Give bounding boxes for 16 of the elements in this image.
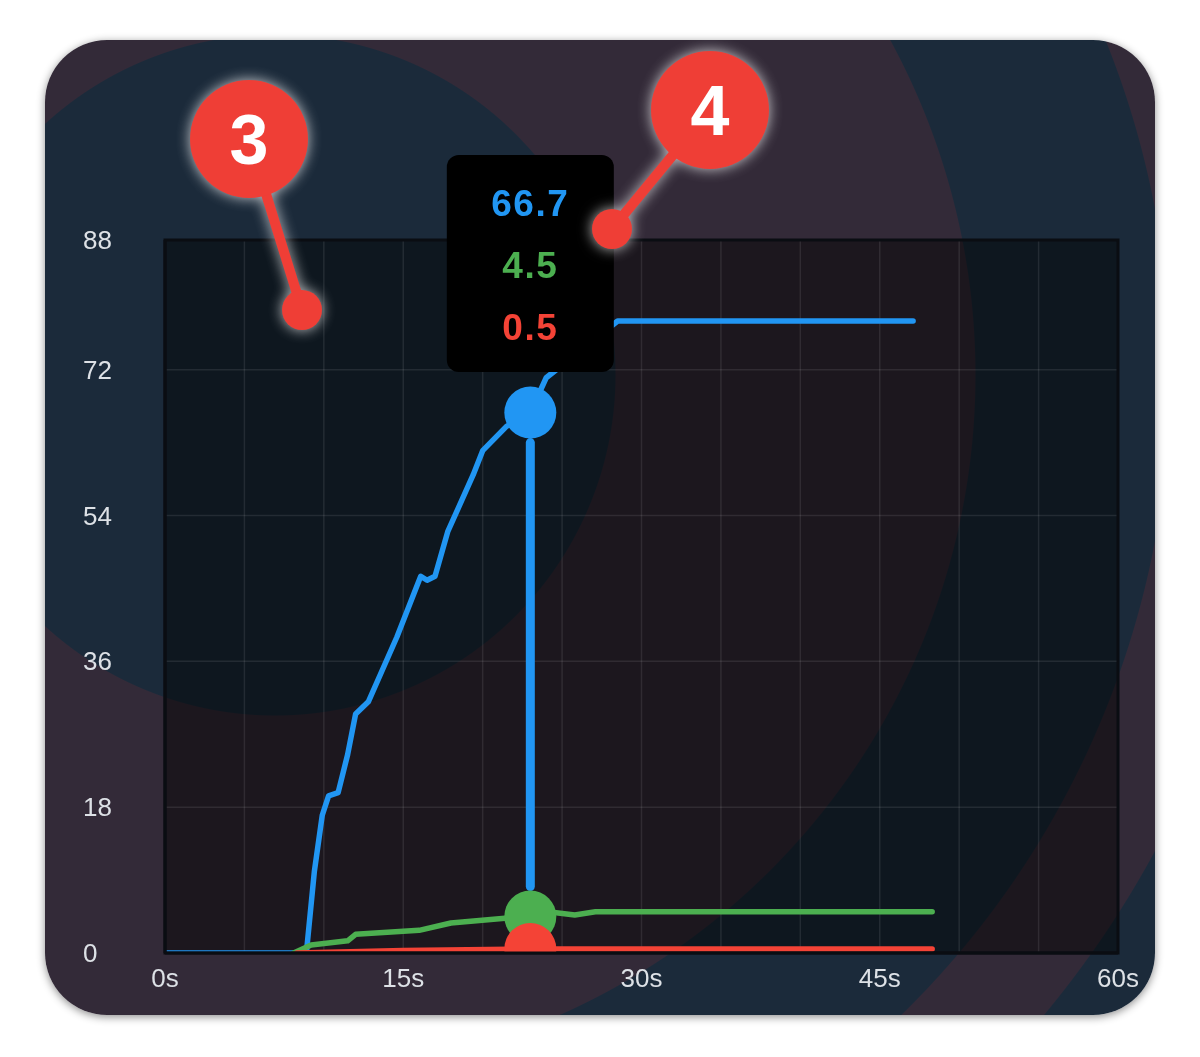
x-tick-label: 60s <box>1097 963 1139 994</box>
x-tick-label: 15s <box>382 963 425 994</box>
x-tick-label: 0s <box>151 963 179 994</box>
y-tick-label: 18 <box>83 792 112 823</box>
annotation: 4.5 <box>502 244 559 286</box>
y-tick-label: 54 <box>83 500 112 531</box>
annotation: 0.5 <box>502 306 559 348</box>
text: 66.7 <box>491 182 570 224</box>
text: 3 <box>229 101 269 180</box>
y-tick-label: 0 <box>83 938 98 969</box>
y-tick-label: 88 <box>83 225 112 256</box>
y-tick-label: 72 <box>83 354 112 385</box>
x-tick-label: 45s <box>858 963 901 994</box>
text: 4 <box>690 72 730 151</box>
x-tick-label: 30s <box>620 963 663 994</box>
y-tick-label: 36 <box>83 646 112 677</box>
